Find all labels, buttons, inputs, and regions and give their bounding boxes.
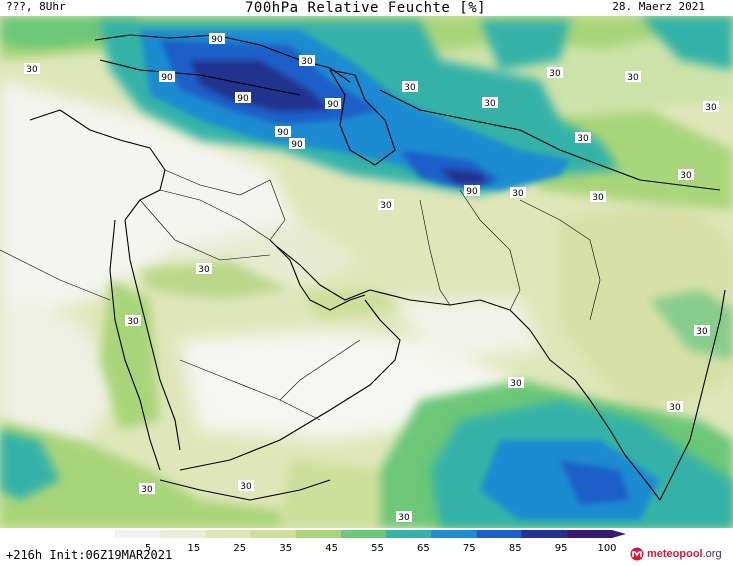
contour-label-group: 90 90 90 90 90 90 90 30 30 30 30 30 30 3… [24,33,719,523]
contour-label: 30 [402,81,418,93]
legend-tick-label: 55 [371,543,384,554]
svg-text:30: 30 [549,69,561,79]
svg-text:30: 30 [696,327,708,337]
contour-label: 90 [275,126,291,138]
legend-tick-label: 100 [597,543,616,554]
svg-text:30: 30 [680,171,692,181]
legend-swatch [205,530,252,538]
contour-label: 30 [590,191,606,203]
contour-label: 90 [325,98,341,110]
contour-label: 30 [139,483,155,495]
meteopool-logo[interactable]: meteopool.org [630,545,733,565]
forecast-date: 28. Maerz 2021 [612,0,705,13]
country-borders [0,169,601,421]
legend-swatch [250,530,297,538]
legend-swatch [295,530,342,538]
legend-tick-label: 45 [325,543,338,554]
logo-tld: .org [702,548,722,560]
contour-label: 30 [125,315,141,327]
logo-text: meteopool.org [647,548,722,560]
svg-text:90: 90 [291,140,303,150]
legend-swatch [340,530,387,538]
coastlines [29,34,726,501]
svg-text:90: 90 [466,187,478,197]
svg-text:90: 90 [327,100,339,110]
svg-text:30: 30 [627,73,639,83]
contour-label: 30 [196,263,212,275]
contour-label: 30 [678,169,694,181]
svg-text:30: 30 [198,265,210,275]
legend-tick-labels: 5 15 25 35 45 55 65 75 85 95 100 [145,543,617,554]
valid-time-label: ???, 8Uhr [6,0,66,13]
contour-label: 30 [510,187,526,199]
svg-text:90: 90 [161,73,173,83]
svg-text:30: 30 [510,379,522,389]
svg-text:90: 90 [277,128,289,138]
contour-label: 90 [464,185,480,197]
svg-text:30: 30 [577,134,589,144]
contour-label: 30 [238,480,254,492]
contour-label: 30 [482,97,498,109]
contour-label: 30 [575,132,591,144]
contour-label: 30 [378,199,394,211]
svg-text:30: 30 [398,513,410,523]
svg-text:30: 30 [404,83,416,93]
legend-color-bar [115,530,626,538]
legend-tick-label: 15 [188,543,201,554]
contour-label: 30 [667,401,683,413]
svg-text:90: 90 [211,35,223,45]
contour-label: 30 [703,101,719,113]
svg-text:30: 30 [592,193,604,203]
legend-arrow [612,530,626,538]
svg-text:30: 30 [127,317,139,327]
legend-tick-label: 65 [417,543,430,554]
legend-swatch [431,530,477,538]
contour-label: 90 [209,33,225,45]
legend-swatch [476,530,523,538]
contour-label: 30 [508,377,524,389]
svg-text:30: 30 [669,403,681,413]
legend-swatch [566,530,613,538]
contour-label: 30 [694,325,710,337]
contour-label: 30 [547,67,563,79]
legend-tick-label: 5 [145,543,151,554]
legend-swatch [521,530,568,538]
legend-tick-label: 75 [463,543,476,554]
svg-text:30: 30 [705,103,717,113]
contour-label: 30 [24,63,40,75]
svg-text:30: 30 [512,189,524,199]
logo-mark-icon [630,547,644,561]
contour-label: 90 [159,71,175,83]
contour-label: 30 [625,71,641,83]
map-title: 700hPa Relative Feuchte [%] [245,0,487,16]
legend-tick-label: 35 [279,543,292,554]
legend-swatch [115,530,161,538]
svg-text:30: 30 [240,482,252,492]
legend-swatch [386,530,432,538]
legend-swatch [160,530,206,538]
svg-text:30: 30 [26,65,38,75]
svg-text:30: 30 [380,201,392,211]
legend-tick-label: 85 [509,543,522,554]
contour-label: 90 [235,92,251,104]
svg-text:30: 30 [484,99,496,109]
contour-label: 90 [289,138,305,150]
svg-text:30: 30 [141,485,153,495]
svg-text:90: 90 [237,94,249,104]
legend-tick-label: 95 [555,543,568,554]
legend-tick-label: 25 [233,543,246,554]
contour-label: 30 [396,511,412,523]
logo-name: meteopool [647,548,703,560]
contour-label: 30 [299,55,315,67]
svg-text:30: 30 [301,57,313,67]
forecast-init-label: +216h Init:06Z19MAR2021 [6,548,173,562]
